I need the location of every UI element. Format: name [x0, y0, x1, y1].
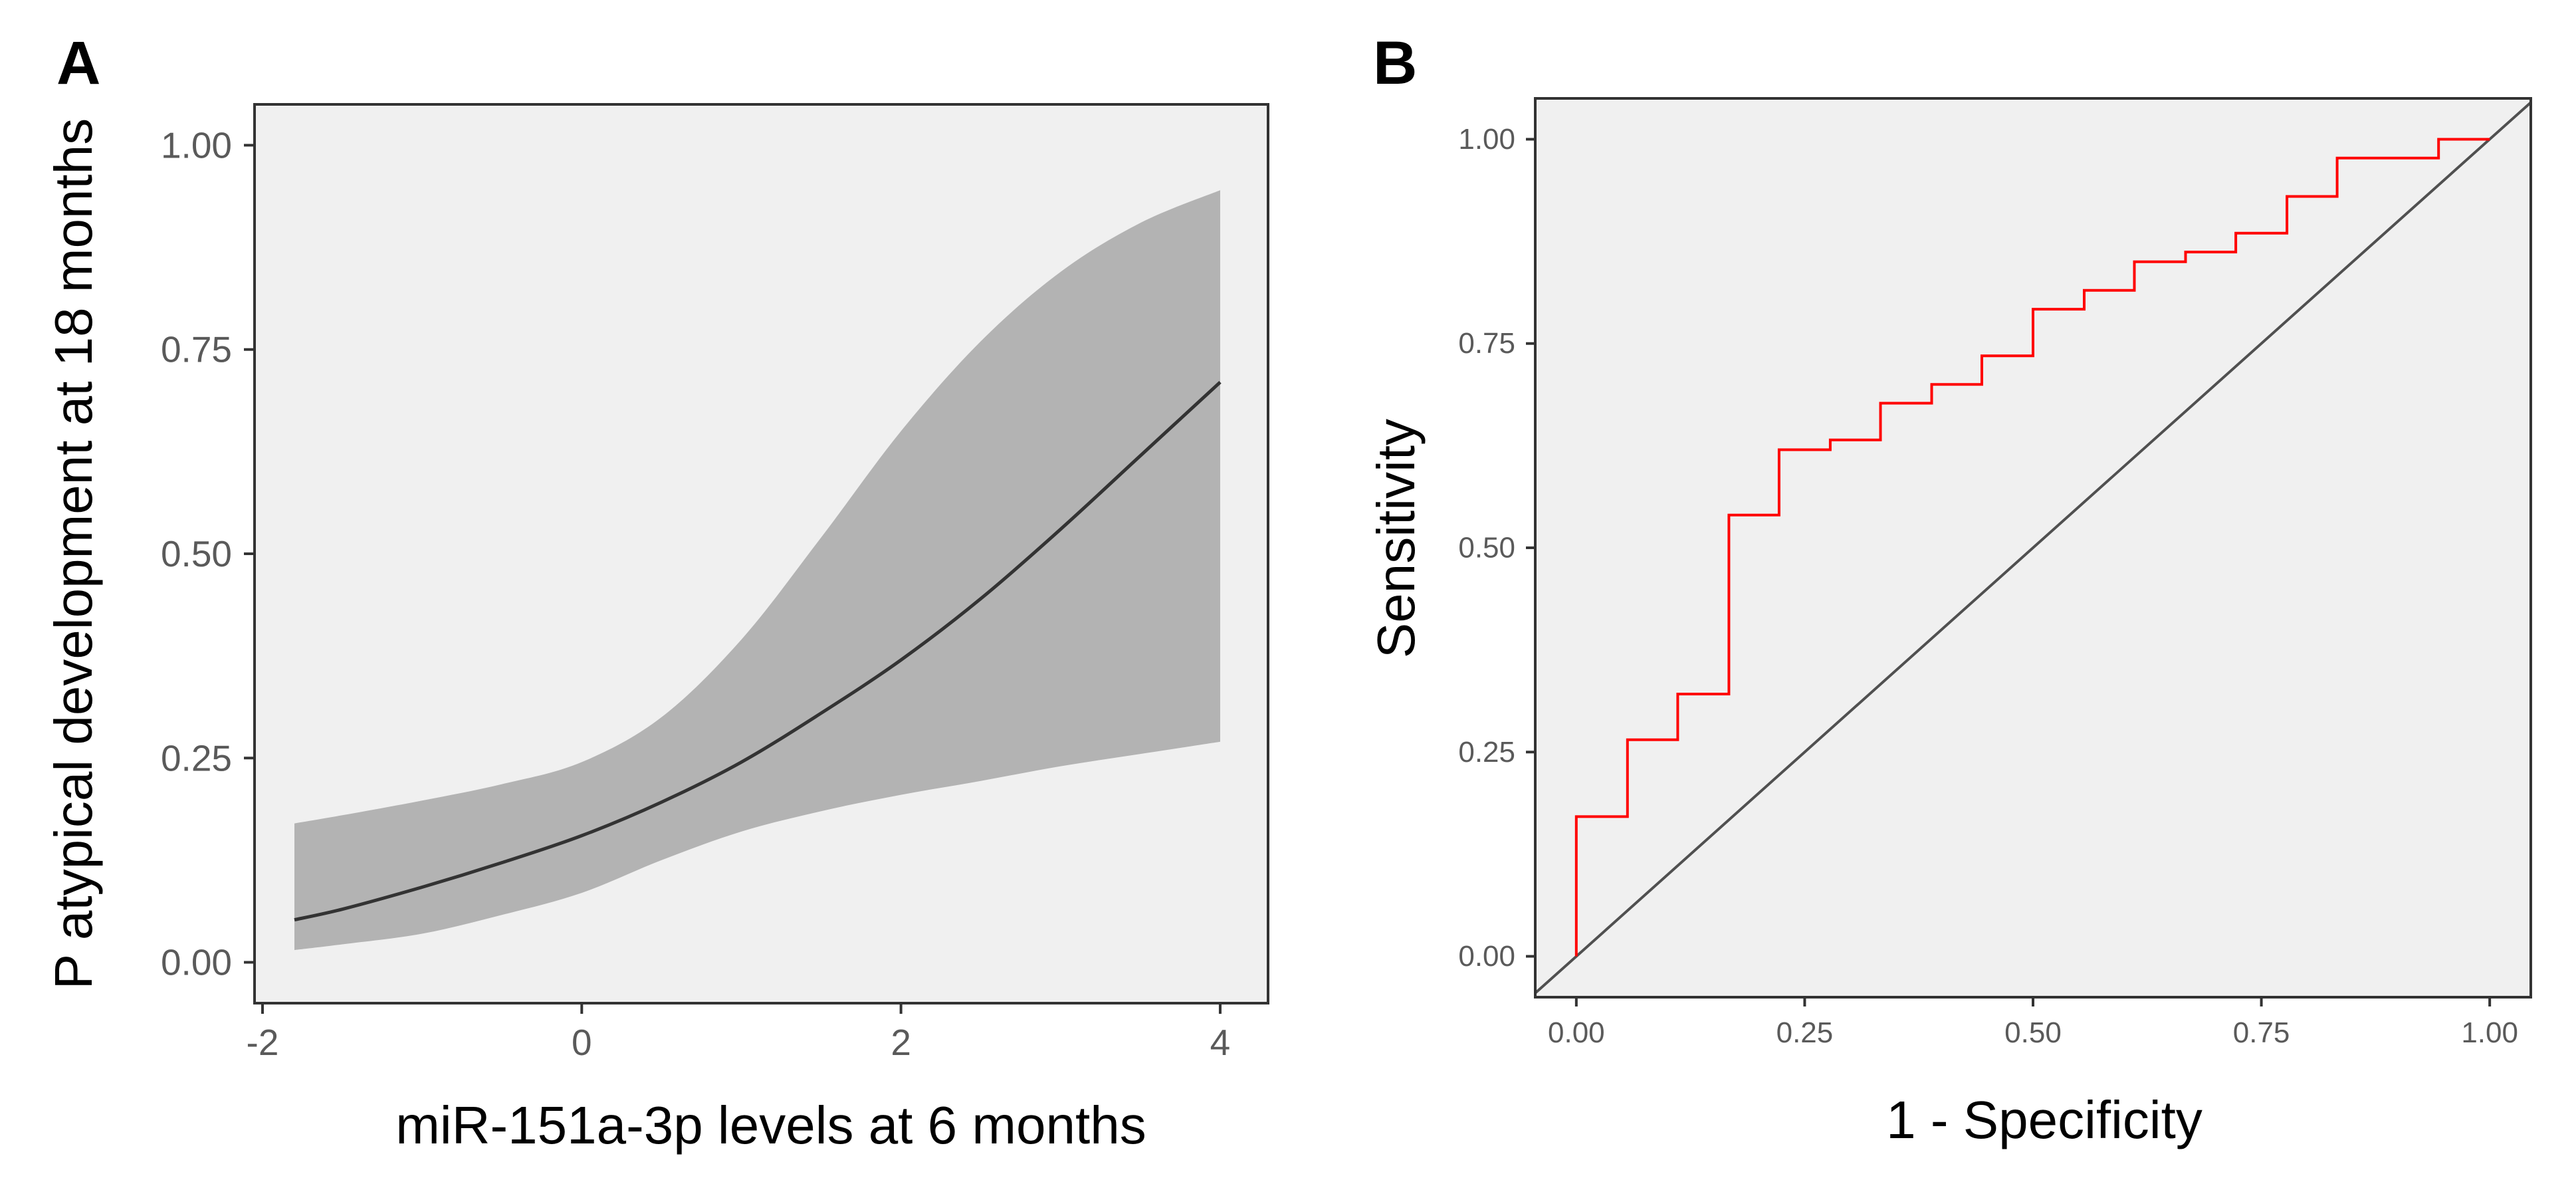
- panel-b-y-tick-label: 0.75: [1458, 327, 1515, 360]
- panel-a-x-tick-label: 4: [1210, 1022, 1231, 1063]
- panel-b-x-tick-label: 0.50: [2004, 1016, 2062, 1049]
- panel-a-y-tick-label: 0.75: [161, 329, 232, 370]
- panel-b-y-axis-title: Sensitivity: [1366, 419, 1426, 658]
- panel-b-y-tick-label: 0.00: [1458, 940, 1515, 973]
- panel-a-y-tick-label: 0.25: [161, 737, 232, 778]
- panel-b-reference-diagonal: [1534, 101, 2532, 995]
- panel-b-x-tick-label: 1.00: [2461, 1016, 2518, 1049]
- panel-a: A -2 0 2 4 0.00 0.25 0.50 0.75 1.00 miR-151a-3p…: [44, 29, 1269, 1155]
- panel-a-x-tick-label: 2: [891, 1022, 911, 1063]
- panel-b-y-axis: 0.00 0.25 0.50 0.75 1.00: [1458, 123, 1535, 973]
- panel-b-x-axis-title: 1 - Specificity: [1886, 1090, 2202, 1149]
- panel-a-y-tick-label: 0.00: [161, 942, 232, 983]
- panel-b-x-axis: 0.00 0.25 0.50 0.75 1.00: [1548, 997, 2518, 1049]
- panel-b-x-tick-label: 0.25: [1776, 1016, 1834, 1049]
- panel-b: B 0.00 0.25 0.50 0.75 1.00 0.00 0.25 0.50 0.75 1…: [1366, 29, 2532, 1149]
- panel-b-roc-curve: [1574, 138, 2490, 957]
- panel-b-y-tick-label: 0.25: [1458, 736, 1515, 768]
- panel-b-y-tick-label: 0.50: [1458, 532, 1515, 564]
- panel-a-x-tick-label: 0: [572, 1022, 592, 1063]
- panel-b-x-tick-label: 0.00: [1548, 1016, 1605, 1049]
- panel-a-y-axis-title: P atypical development at 18 months: [44, 118, 103, 989]
- panel-a-y-tick-label: 0.50: [161, 533, 232, 574]
- panel-a-x-axis: -2 0 2 4: [247, 1003, 1231, 1063]
- panel-b-letter: B: [1373, 29, 1417, 97]
- panel-b-x-tick-label: 0.75: [2233, 1016, 2290, 1049]
- panel-a-x-axis-title: miR-151a-3p levels at 6 months: [395, 1096, 1146, 1155]
- panel-a-confidence-band: [294, 190, 1220, 951]
- panel-a-y-tick-label: 1.00: [161, 124, 232, 166]
- panel-b-y-tick-label: 1.00: [1458, 123, 1515, 156]
- panel-a-x-tick-label: -2: [247, 1022, 279, 1063]
- panel-a-fitted-line: [294, 381, 1222, 922]
- panel-a-y-axis: 0.00 0.25 0.50 0.75 1.00: [161, 124, 255, 983]
- panel-a-letter: A: [56, 29, 100, 97]
